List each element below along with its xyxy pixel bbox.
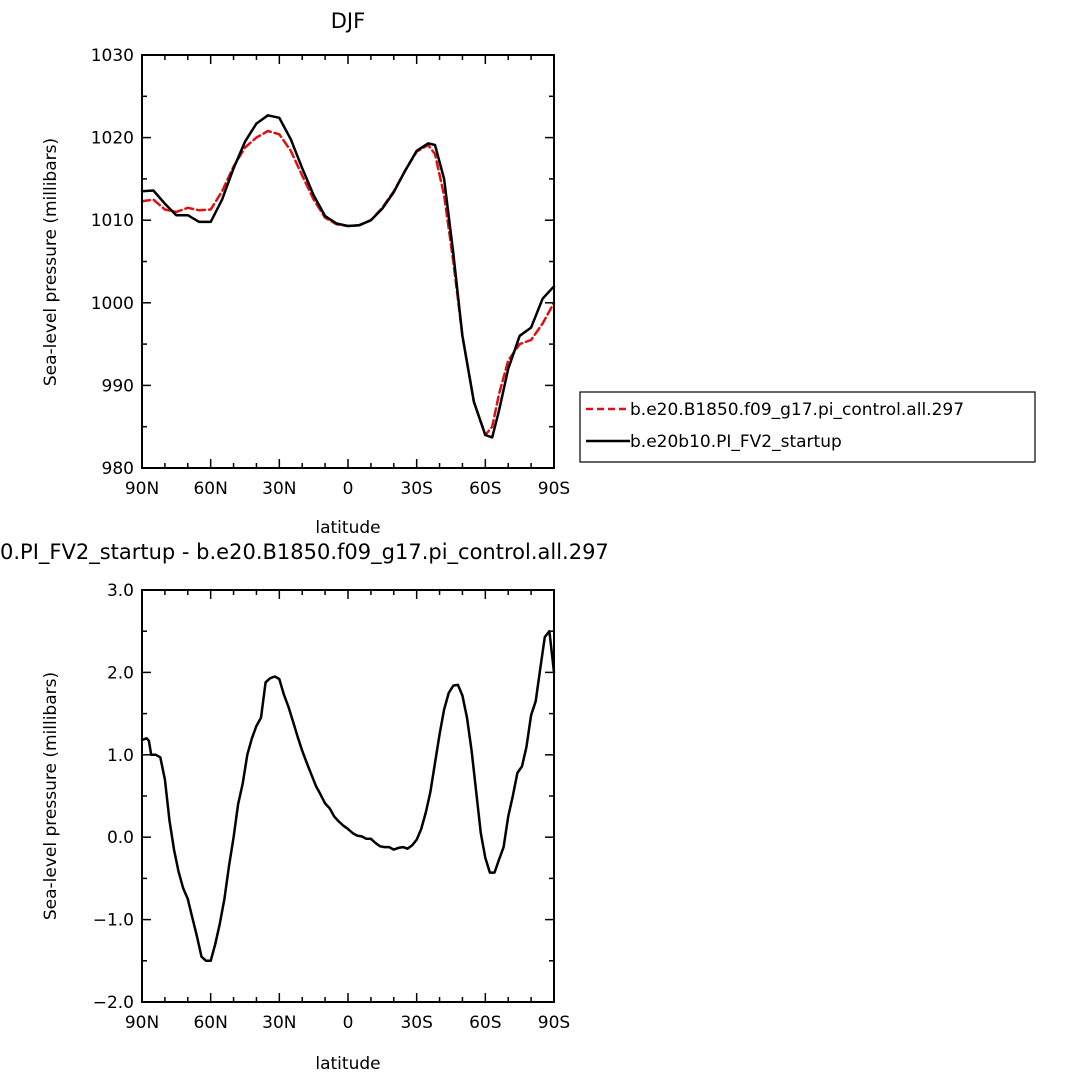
top-xtick-label: 30S xyxy=(400,479,432,499)
top-ytick-label: 1020 xyxy=(91,129,134,149)
bottom-xtick-label: 0 xyxy=(343,1013,354,1033)
bottom-chart-title: 0.PI_FV2_startup - b.e20.B1850.f09_g17.p… xyxy=(0,540,609,565)
top-y-axis-label: Sea-level pressure (millibars) xyxy=(41,138,61,386)
bottom-ytick-label: −1.0 xyxy=(93,911,134,931)
top-ytick-label: 1000 xyxy=(91,294,134,314)
bottom-xtick-label: 60S xyxy=(469,1013,501,1033)
bottom-series-line-0 xyxy=(140,629,556,963)
top-panel: DJF 90N 60N 30N 0 30S 60S 90S 980 990 1000 1010 102… xyxy=(41,9,570,538)
legend-label-startup: b.e20b10.PI_FV2_startup xyxy=(630,432,842,452)
top-x-axis-label: latitude xyxy=(315,518,380,538)
top-series-line-1 xyxy=(140,114,556,439)
bottom-ytick-label: 2.0 xyxy=(107,663,134,683)
legend-frame xyxy=(579,391,1036,463)
bottom-xtick-label: 30S xyxy=(400,1013,432,1033)
bottom-xtick-label: 60N xyxy=(193,1013,227,1033)
bottom-xtick-label: 90S xyxy=(538,1013,570,1033)
bottom-axis-ticks: 90N 60N 30N 0 30S 60S 90S −2.0 −1.0 0.0 1.0 2.0 3.0 xyxy=(93,581,571,1033)
top-axis-ticks: 90N 60N 30N 0 30S 60S 90S 980 990 1000 1010 1020 103… xyxy=(91,46,570,499)
top-plot-area xyxy=(140,114,556,439)
bottom-ytick-label: 1.0 xyxy=(107,746,134,766)
top-ytick-label: 1010 xyxy=(91,211,134,231)
top-chart-title: DJF xyxy=(331,9,365,33)
top-ytick-label: 1030 xyxy=(91,46,134,66)
top-xtick-label: 60N xyxy=(193,479,227,499)
bottom-ytick-label: 0.0 xyxy=(107,828,134,848)
bottom-panel: 0.PI_FV2_startup - b.e20.B1850.f09_g17.p… xyxy=(0,540,609,1074)
bottom-plot-frame xyxy=(141,589,555,1003)
bottom-xtick-label: 30N xyxy=(262,1013,296,1033)
bottom-xtick-label: 90N xyxy=(125,1013,159,1033)
top-ytick-label: 980 xyxy=(102,459,134,479)
top-xtick-label: 30N xyxy=(262,479,296,499)
top-ytick-label: 990 xyxy=(102,376,134,396)
legend-label-control: b.e20.B1850.f09_g17.pi_control.all.297 xyxy=(630,400,964,420)
top-plot-frame xyxy=(141,54,555,469)
top-xtick-label: 90N xyxy=(125,479,159,499)
top-xtick-label: 90S xyxy=(538,479,570,499)
top-series-line-0 xyxy=(140,129,556,437)
bottom-plot-area xyxy=(140,629,556,963)
legend: b.e20.B1850.f09_g17.pi_control.all.297 b… xyxy=(579,391,1036,463)
top-xtick-label: 60S xyxy=(469,479,501,499)
top-xtick-label: 0 xyxy=(343,479,354,499)
bottom-ytick-label: −2.0 xyxy=(93,993,134,1013)
bottom-y-axis-label: Sea-level pressure (millibars) xyxy=(41,672,61,920)
bottom-ytick-label: 3.0 xyxy=(107,581,134,601)
bottom-x-axis-label: latitude xyxy=(315,1054,380,1074)
